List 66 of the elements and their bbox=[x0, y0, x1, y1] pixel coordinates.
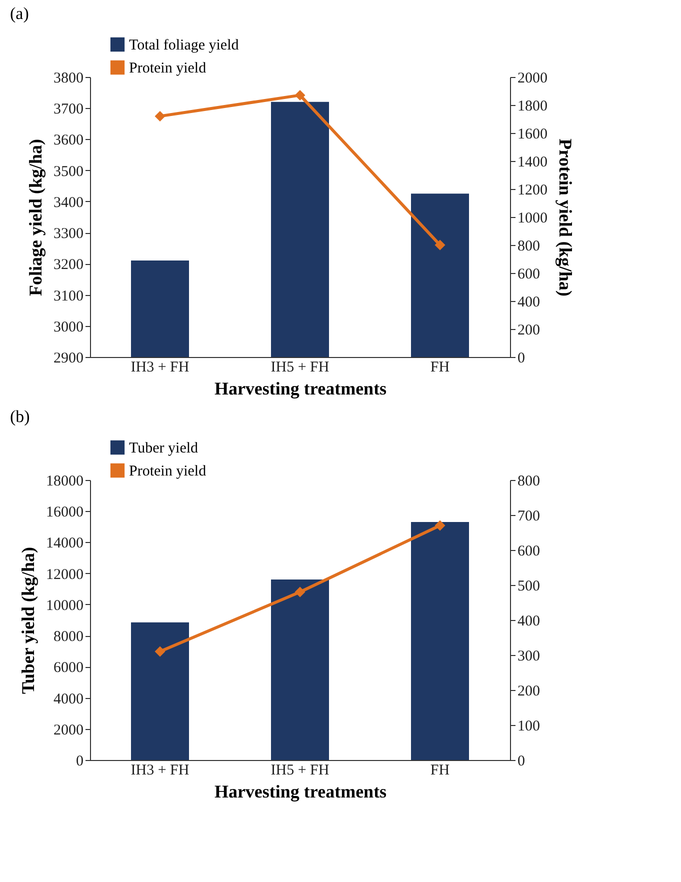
y2-tick-label: 1400 bbox=[518, 154, 548, 170]
y2-tick-label: 1000 bbox=[518, 210, 548, 226]
y-tick-label: 3800 bbox=[54, 70, 84, 86]
y-tick-label: 16000 bbox=[46, 504, 84, 521]
y-axis-title: Foliage yield (kg/ha) bbox=[26, 138, 46, 296]
y-tick-label: 3700 bbox=[54, 102, 84, 118]
y-tick-label: 10000 bbox=[46, 598, 84, 614]
y2-tick-label: 800 bbox=[518, 474, 540, 490]
y-tick-label: 0 bbox=[76, 754, 84, 770]
y2-tick-label: 600 bbox=[518, 266, 540, 282]
y2-tick-label: 100 bbox=[518, 718, 540, 734]
y-tick-label: 8000 bbox=[54, 629, 84, 646]
y2-tick-label: 200 bbox=[518, 322, 540, 338]
y-tick-label: 6000 bbox=[54, 660, 84, 676]
y2-tick-label: 200 bbox=[518, 684, 540, 700]
y2-tick-label: 2000 bbox=[518, 70, 548, 86]
y-tick-label: 12000 bbox=[46, 566, 84, 583]
y2-tick-label: 1200 bbox=[518, 182, 548, 198]
y-tick-label: 4000 bbox=[54, 691, 84, 708]
chart-title: (b) bbox=[10, 407, 30, 426]
y-tick-label: 3300 bbox=[54, 226, 84, 242]
y-tick-label: 3400 bbox=[54, 194, 84, 211]
x-tick-label: IH3 + FH bbox=[130, 360, 190, 376]
x-axis-title: Harvesting treatments bbox=[214, 378, 387, 398]
point bbox=[434, 240, 446, 250]
y-tick-label: 18000 bbox=[46, 474, 84, 490]
y-tick-label: 3600 bbox=[54, 132, 84, 149]
x-tick-label: FH bbox=[430, 762, 450, 778]
y2-tick-label: 0 bbox=[518, 350, 525, 366]
y2-tick-label: 1800 bbox=[518, 98, 548, 114]
y2-tick-label: 600 bbox=[518, 544, 540, 560]
y2-tick-label: 300 bbox=[518, 648, 540, 664]
bar bbox=[131, 622, 189, 760]
bar bbox=[271, 580, 329, 760]
legend-label: Total foliage yield bbox=[129, 38, 240, 54]
y2-tick-label: 700 bbox=[518, 508, 540, 524]
y2-axis-title: Protein yield (kg/ha) bbox=[556, 138, 576, 296]
chart-title: (a) bbox=[10, 4, 29, 23]
y2-tick-label: 1600 bbox=[518, 126, 548, 142]
y-axis-title: Tuber yield (kg/ha) bbox=[18, 546, 38, 694]
legend-label: Tuber yield bbox=[129, 440, 199, 456]
x-tick-label: IH5 + FH bbox=[270, 360, 330, 376]
y-tick-label: 3100 bbox=[54, 288, 84, 304]
y2-tick-label: 0 bbox=[518, 754, 525, 770]
y-tick-label: 3500 bbox=[54, 164, 84, 180]
y-tick-label: 14000 bbox=[46, 536, 84, 552]
y-tick-label: 2000 bbox=[54, 722, 84, 738]
y2-tick-label: 800 bbox=[518, 238, 540, 254]
bar bbox=[411, 522, 469, 760]
point bbox=[154, 646, 166, 657]
y-tick-label: 3200 bbox=[54, 257, 84, 274]
legend-label: Protein yield bbox=[129, 464, 207, 480]
y-tick-label: 2900 bbox=[54, 350, 84, 366]
point bbox=[294, 90, 306, 100]
x-axis-title: Harvesting treatments bbox=[214, 782, 387, 802]
y2-tick-label: 500 bbox=[518, 578, 540, 594]
y-tick-label: 3000 bbox=[54, 319, 84, 336]
x-tick-label: FH bbox=[430, 360, 450, 376]
y2-tick-label: 400 bbox=[518, 294, 540, 310]
point bbox=[154, 110, 166, 122]
point bbox=[294, 586, 306, 598]
legend-label: Protein yield bbox=[129, 60, 207, 76]
x-tick-label: IH3 + FH bbox=[130, 762, 190, 778]
y2-tick-label: 400 bbox=[518, 614, 540, 630]
point bbox=[434, 520, 446, 531]
x-tick-label: IH5 + FH bbox=[270, 762, 330, 778]
